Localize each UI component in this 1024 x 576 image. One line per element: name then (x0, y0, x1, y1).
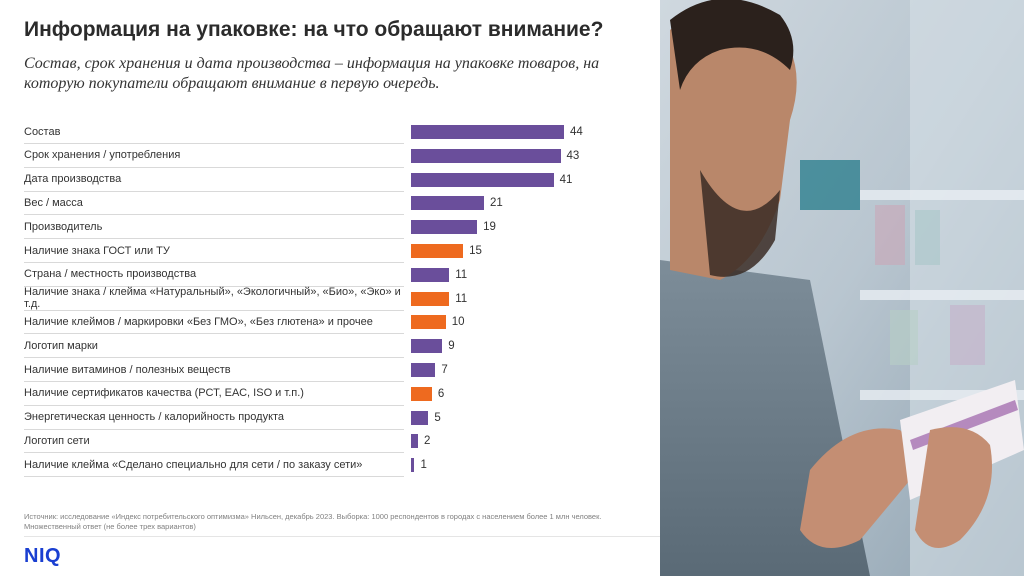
chart-row: Наличие знака ГОСТ или ТУ 15 (24, 239, 624, 263)
chart-row: Наличие сертификатов качества (РСТ, ЕАС,… (24, 382, 624, 406)
bar (411, 244, 464, 258)
category-label: Энергетическая ценность / калорийность п… (24, 406, 404, 430)
bar (411, 363, 436, 377)
category-label: Производитель (24, 215, 404, 240)
niq-logo: NIQ (24, 545, 62, 567)
data-label: 15 (469, 245, 482, 257)
bar (411, 267, 450, 282)
page-title: Информация на упаковке: на что обращают … (24, 18, 604, 41)
chart-row: Наличие клеймов / маркировки «Без ГМО», … (24, 310, 624, 335)
bar (411, 291, 450, 306)
data-label: 9 (448, 340, 455, 353)
bar (411, 339, 443, 354)
data-label: 21 (490, 197, 503, 210)
chart-row: Страна / местность производства 11 (24, 263, 624, 287)
data-label: 11 (455, 268, 468, 281)
category-label: Дата производства (24, 168, 404, 192)
bar (411, 172, 554, 187)
bar (411, 125, 564, 139)
category-label: Наличие витаминов / полезных веществ (24, 358, 404, 382)
category-label: Наличие знака / клейма «Натуральный», «Э… (24, 286, 404, 311)
chart-row: Наличие знака / клейма «Натуральный», «Э… (24, 286, 624, 311)
category-label: Вес / масса (24, 191, 404, 216)
data-label: 43 (566, 149, 580, 162)
data-label: 5 (434, 411, 441, 424)
chart-row: Наличие витаминов / полезных веществ 7 (24, 358, 624, 382)
data-label: 6 (437, 387, 445, 400)
data-label: 1 (420, 459, 427, 472)
category-label: Наличие клейма «Сделано специально для с… (24, 453, 404, 478)
data-label: 2 (423, 435, 431, 448)
bar (411, 196, 485, 211)
chart-row: Логотип марки 9 (24, 334, 624, 359)
category-label: Наличие знака ГОСТ или ТУ (24, 239, 404, 263)
data-label: 7 (441, 364, 448, 376)
bar (411, 148, 561, 163)
shopper-photo (660, 0, 1024, 576)
chart-row: Производитель 19 (24, 215, 624, 240)
category-label: Страна / местность производства (24, 263, 404, 287)
data-label: 10 (451, 316, 465, 329)
data-label: 44 (570, 126, 583, 138)
category-label: Срок хранения / употребления (24, 144, 404, 168)
page-subtitle: Состав, срок хранения и дата производств… (24, 55, 600, 92)
chart-row: Вес / масса 21 (24, 191, 624, 216)
bar-chart: Состав 44 Срок хранения / употребления 43 Да… (24, 120, 624, 480)
chart-row: Срок хранения / употребления 43 (24, 144, 624, 168)
bar (411, 434, 418, 449)
footer-divider (24, 536, 660, 537)
chart-row: Состав 44 (24, 120, 624, 144)
bar (411, 410, 429, 425)
data-label: 19 (483, 221, 496, 234)
bar (411, 220, 478, 235)
bar (411, 315, 446, 330)
bar (411, 458, 415, 473)
category-label: Наличие клеймов / маркировки «Без ГМО», … (24, 310, 404, 335)
chart-row: Дата производства 41 (24, 168, 624, 192)
category-label: Логотип марки (24, 334, 404, 359)
chart-row: Энергетическая ценность / калорийность п… (24, 406, 624, 430)
data-label: 41 (559, 173, 573, 186)
bar (411, 386, 432, 401)
chart-row: Наличие клейма «Сделано специально для с… (24, 453, 624, 478)
category-label: Наличие сертификатов качества (РСТ, ЕАС,… (24, 382, 404, 406)
category-label: Состав (24, 120, 404, 144)
data-label: 11 (455, 292, 468, 305)
chart-row: Логотип сети 2 (24, 429, 624, 454)
category-label: Логотип сети (24, 429, 404, 454)
source-note: Источник: исследование «Индекс потребите… (24, 512, 602, 531)
